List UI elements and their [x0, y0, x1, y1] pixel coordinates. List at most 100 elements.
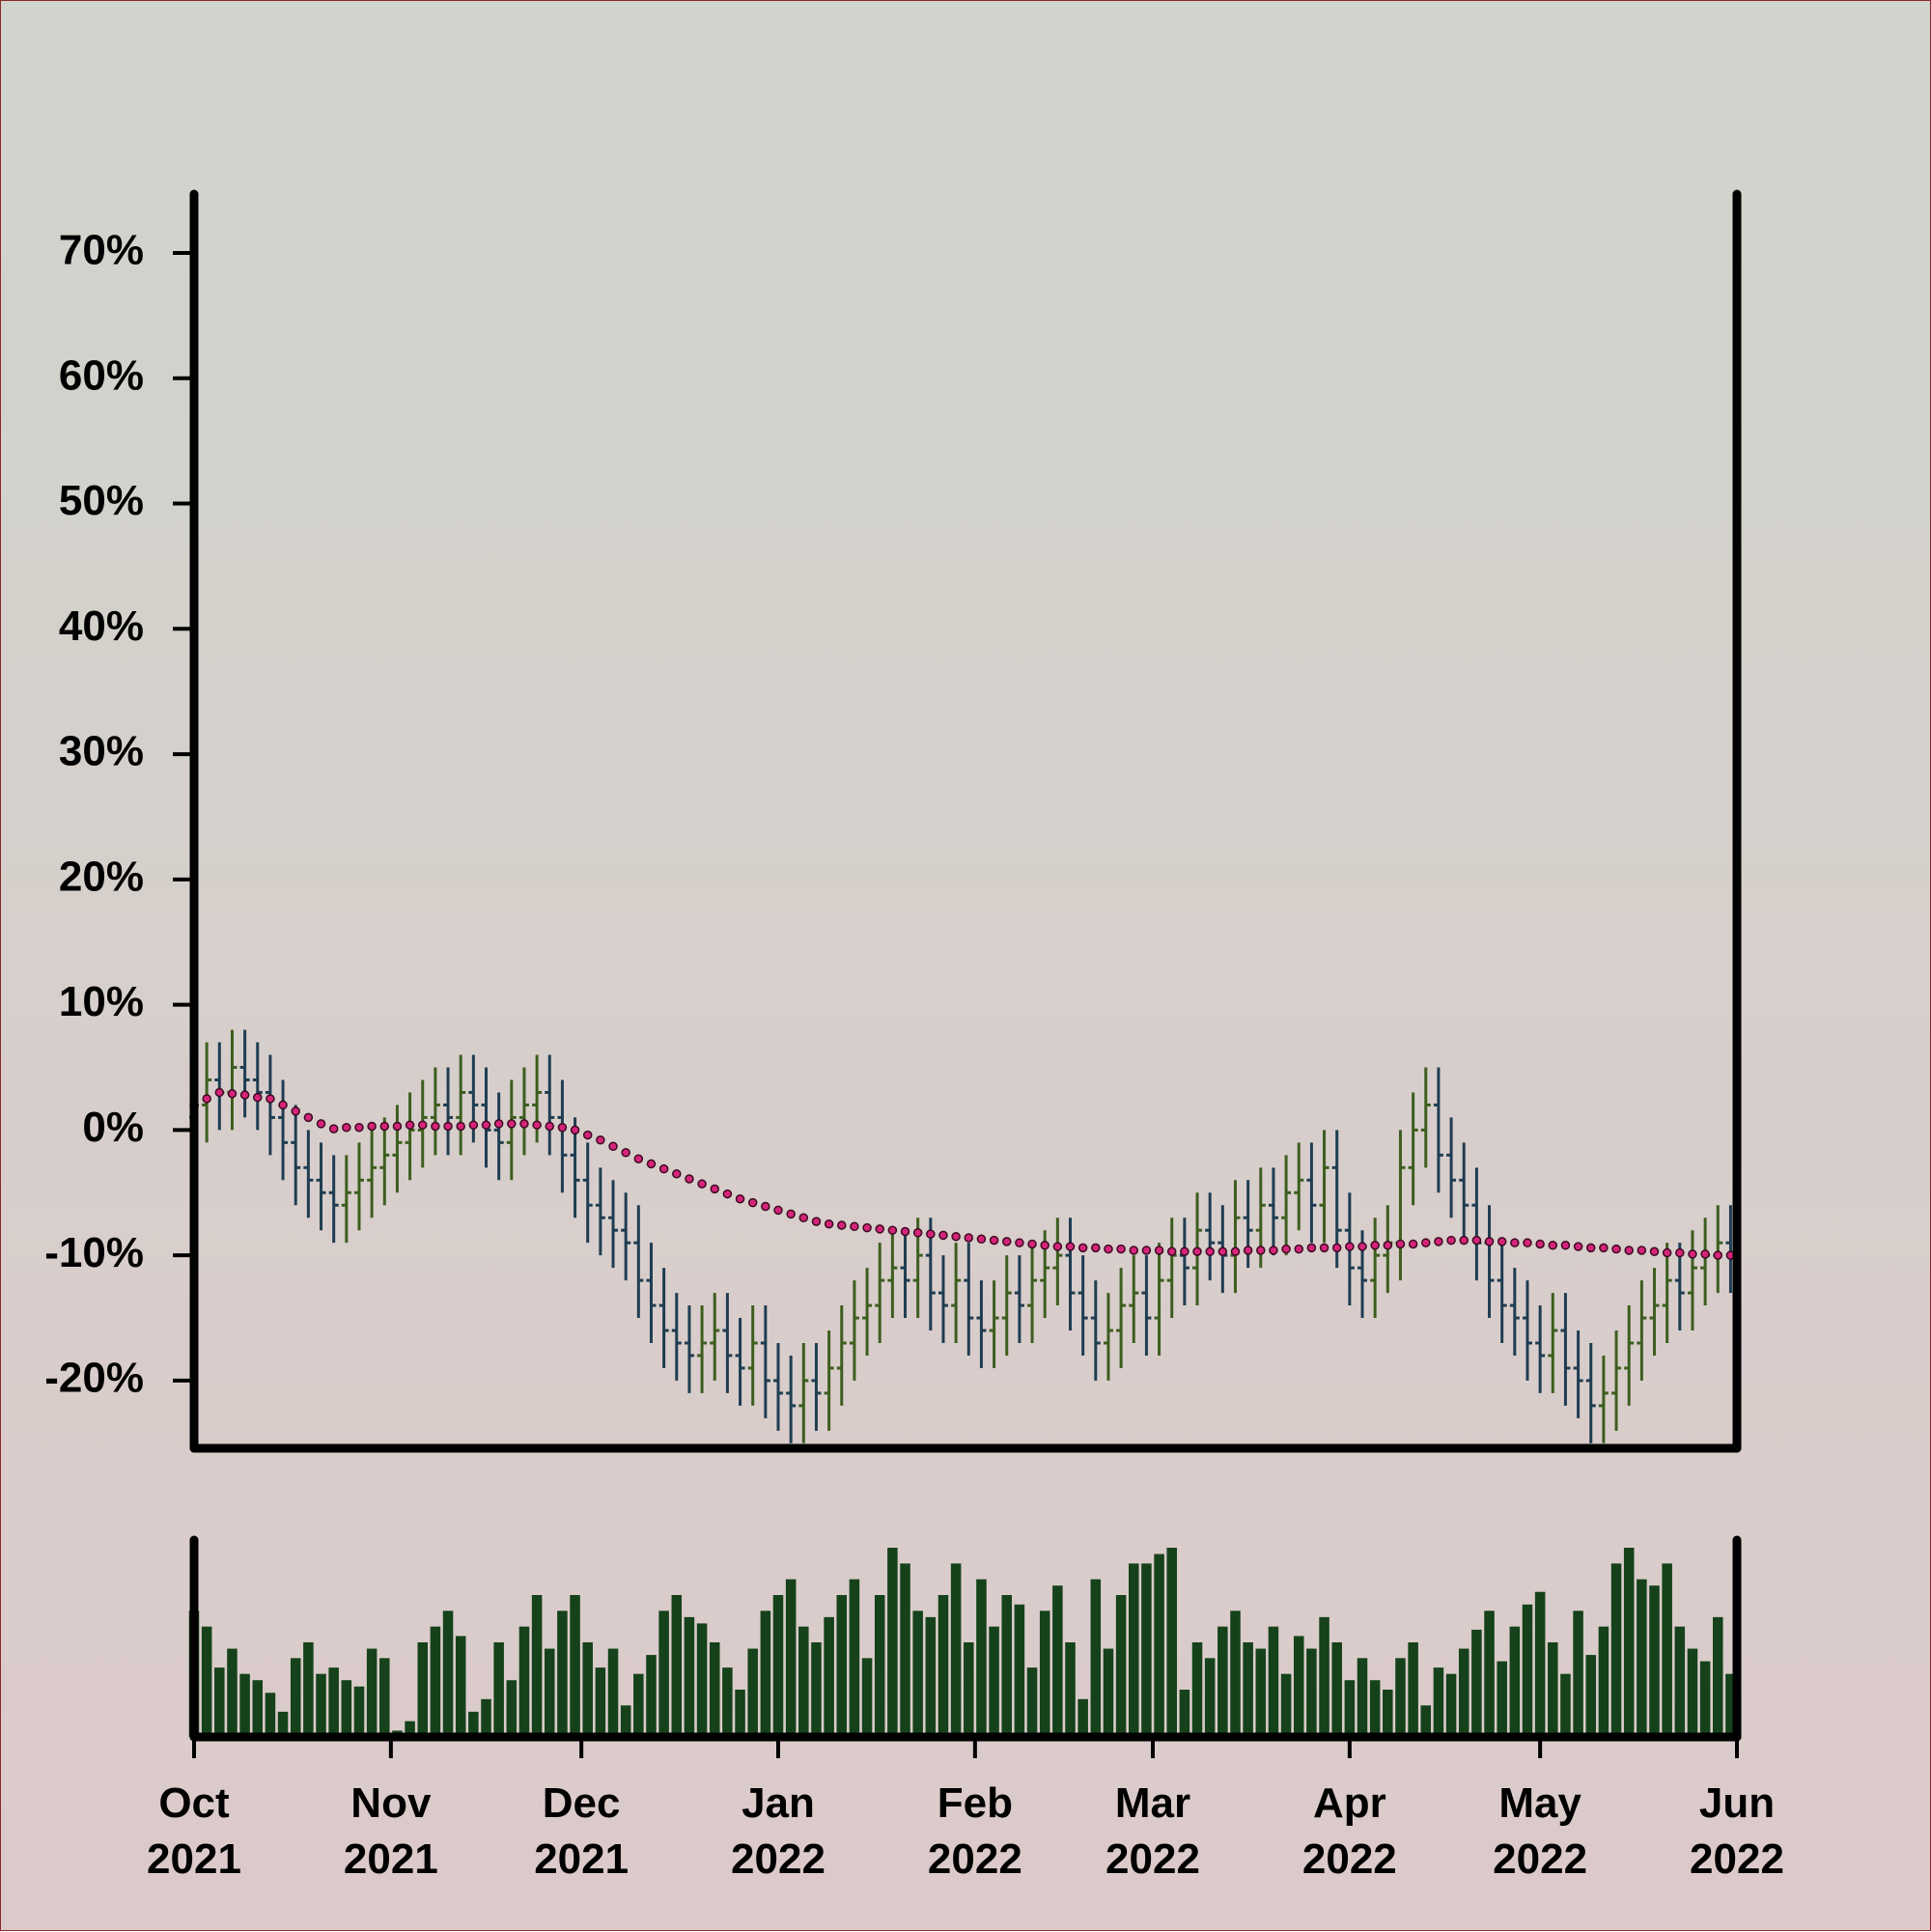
- y-tick-label: -10%: [44, 1229, 144, 1276]
- volume-bar: [887, 1548, 898, 1737]
- moving-average-dot: [1331, 1243, 1342, 1253]
- volume-bar: [227, 1648, 238, 1737]
- moving-average-dot: [773, 1205, 783, 1216]
- volume-bar: [1129, 1563, 1139, 1737]
- moving-average-dot: [1345, 1242, 1355, 1251]
- moving-average-dot: [291, 1106, 300, 1116]
- volume-bar: [1420, 1705, 1432, 1737]
- volume-bar: [709, 1642, 720, 1737]
- moving-average-dot: [557, 1123, 568, 1133]
- moving-average-dot: [608, 1141, 618, 1152]
- volume-bar: [1497, 1661, 1507, 1737]
- y-tick-label: 50%: [59, 477, 144, 524]
- volume-bar: [1408, 1642, 1418, 1737]
- moving-average-dot: [798, 1213, 809, 1222]
- volume-bar: [696, 1623, 708, 1737]
- moving-average-dot: [278, 1100, 288, 1110]
- moving-average-dot: [735, 1194, 745, 1204]
- moving-average-dot: [1383, 1241, 1393, 1250]
- moving-average-dot: [431, 1121, 440, 1132]
- volume-bar: [493, 1642, 504, 1737]
- moving-average-dot: [1205, 1246, 1215, 1257]
- moving-average-dot: [1001, 1237, 1012, 1246]
- moving-average-dot: [1180, 1246, 1189, 1257]
- volume-bar: [545, 1648, 555, 1737]
- moving-average-dot: [303, 1112, 314, 1123]
- volume-bar: [849, 1579, 860, 1737]
- volume-bar: [570, 1595, 580, 1737]
- volume-bar: [303, 1642, 314, 1737]
- moving-average-dot: [1459, 1235, 1469, 1246]
- volume-bar: [518, 1626, 530, 1737]
- moving-average-dot: [1269, 1246, 1278, 1255]
- moving-average-dot: [1077, 1243, 1088, 1253]
- volume-bar: [405, 1721, 415, 1737]
- volume-bar: [1141, 1563, 1152, 1737]
- y-tick-label: 70%: [59, 227, 144, 274]
- volume-bar: [1243, 1642, 1253, 1737]
- moving-average-dot: [468, 1120, 479, 1130]
- moving-average-dot: [1675, 1247, 1685, 1258]
- y-tick-label: -20%: [44, 1355, 144, 1402]
- x-tick-label: Jun 2022: [1690, 1779, 1784, 1883]
- volume-bar: [1166, 1548, 1177, 1737]
- moving-average-dot: [722, 1189, 733, 1199]
- volume-bar: [1014, 1604, 1025, 1737]
- moving-average-dot: [697, 1179, 707, 1189]
- volume-bar: [1637, 1579, 1647, 1737]
- moving-average-dot: [1091, 1243, 1101, 1253]
- volume-bar: [1001, 1595, 1013, 1737]
- moving-average-dot: [1281, 1244, 1291, 1254]
- volume-bar: [1560, 1673, 1571, 1737]
- moving-average-dot: [1700, 1249, 1710, 1259]
- moving-average-dot: [507, 1119, 517, 1129]
- moving-average-dot: [519, 1119, 529, 1129]
- volume-bar: [417, 1642, 429, 1737]
- moving-average-dot: [900, 1226, 910, 1237]
- moving-average-dot: [266, 1094, 275, 1104]
- moving-average-dot: [354, 1123, 364, 1133]
- moving-average-dot: [862, 1222, 872, 1233]
- moving-average-dot: [646, 1159, 657, 1169]
- volume-bar: [1369, 1680, 1381, 1737]
- moving-average-dot: [239, 1090, 250, 1100]
- moving-average-dot: [824, 1218, 834, 1229]
- volume-bar: [1598, 1626, 1609, 1737]
- volume-bar: [1154, 1554, 1164, 1737]
- moving-average-dot: [1319, 1243, 1329, 1253]
- volume-bar: [1039, 1610, 1050, 1737]
- volume-bar: [772, 1595, 784, 1737]
- moving-average-dot: [951, 1231, 961, 1242]
- moving-average-dot: [976, 1234, 987, 1245]
- moving-average-dot: [1154, 1246, 1164, 1255]
- moving-average-dot: [1166, 1246, 1177, 1257]
- moving-average-dot: [964, 1233, 974, 1243]
- moving-average-dot: [710, 1184, 719, 1194]
- moving-average-dot: [227, 1089, 238, 1099]
- volume-bar: [582, 1642, 593, 1737]
- volume-bar: [1268, 1626, 1279, 1737]
- moving-average-dot: [1306, 1243, 1317, 1253]
- volume-bar: [620, 1705, 631, 1737]
- volume-bar: [1649, 1585, 1660, 1737]
- volume-bar: [379, 1658, 390, 1737]
- volume-bar: [1534, 1591, 1546, 1737]
- moving-average-dot: [1560, 1241, 1571, 1250]
- volume-bar: [316, 1673, 326, 1737]
- moving-average-dot: [672, 1169, 682, 1179]
- moving-average-dot: [1217, 1246, 1228, 1257]
- moving-average-dot: [443, 1121, 453, 1132]
- volume-bar: [531, 1595, 543, 1737]
- moving-average-dot: [658, 1163, 669, 1174]
- volume-bar: [1090, 1579, 1102, 1737]
- volume-bar: [950, 1563, 962, 1737]
- volume-bar: [1280, 1673, 1292, 1737]
- volume-bar: [328, 1667, 339, 1737]
- volume-bar: [1585, 1655, 1597, 1737]
- moving-average-dot: [1357, 1242, 1367, 1251]
- moving-average-dot: [850, 1221, 859, 1232]
- volume-bar: [900, 1563, 910, 1737]
- y-tick-label: 20%: [59, 853, 144, 900]
- volume-bar: [1662, 1563, 1672, 1737]
